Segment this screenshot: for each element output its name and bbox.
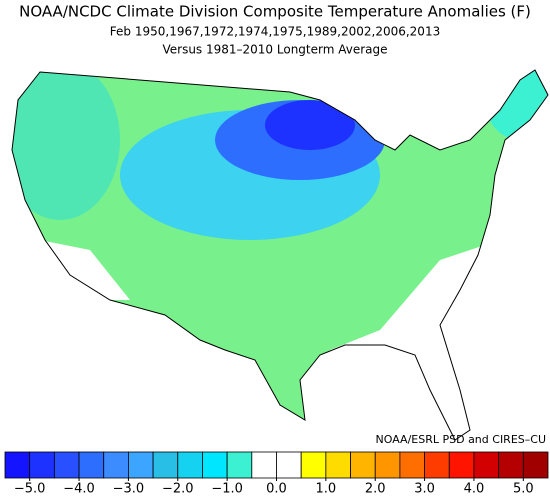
colorbar-tick-label: 0.0 <box>266 482 287 497</box>
colorbar-swatch <box>399 451 425 479</box>
colorbar-swatch <box>29 451 55 479</box>
title: NOAA/NCDC Climate Division Composite Tem… <box>19 3 531 21</box>
colorbar-swatch <box>473 451 500 479</box>
colorbar-tick-label: −4.0 <box>63 482 95 497</box>
colorbar-swatch <box>128 451 154 479</box>
colorbar-swatch <box>152 451 179 479</box>
colorbar-swatch <box>53 451 80 479</box>
subtitle: Feb 1950,1967,1972,1974,1975,1989,2002,2… <box>110 25 440 39</box>
colorbar-swatch <box>202 451 228 479</box>
colorbar-swatch <box>226 451 253 479</box>
colorbar-swatch <box>300 451 327 479</box>
colorbar-tick-label: 2.0 <box>365 482 386 497</box>
colorbar-swatch <box>498 451 524 479</box>
colorbar-tick-label: −5.0 <box>14 482 46 497</box>
colorbar-tick-label: 4.0 <box>464 482 485 497</box>
credit: NOAA/ESRL PSD and CIRES–CU <box>376 433 546 446</box>
colorbar-tick-label: 1.0 <box>316 482 337 497</box>
colorbar-swatch <box>522 451 549 479</box>
colorbar-swatch <box>103 451 129 479</box>
colorbar-swatch <box>4 451 31 479</box>
colorbar-swatch <box>78 451 105 479</box>
colorbar-swatch <box>251 451 277 479</box>
colorbar-swatch <box>374 451 401 479</box>
colorbar-tick-label: −3.0 <box>113 482 145 497</box>
map <box>12 70 548 440</box>
colorbar-tick-label: −2.0 <box>162 482 194 497</box>
colorbar-swatch <box>276 451 302 479</box>
colorbar-swatch <box>350 451 376 479</box>
colorbar-swatch <box>325 451 351 479</box>
colorbar-tick-label: 5.0 <box>513 482 534 497</box>
colorbar-tick-label: 3.0 <box>414 482 435 497</box>
caption: Versus 1981–2010 Longterm Average <box>162 43 387 57</box>
us-outline <box>11 69 549 441</box>
colorbar-swatch <box>177 451 203 479</box>
colorbar-tick-label: −1.0 <box>211 482 243 497</box>
colorbar-swatch <box>448 451 475 479</box>
colorbar-swatch <box>424 451 450 479</box>
